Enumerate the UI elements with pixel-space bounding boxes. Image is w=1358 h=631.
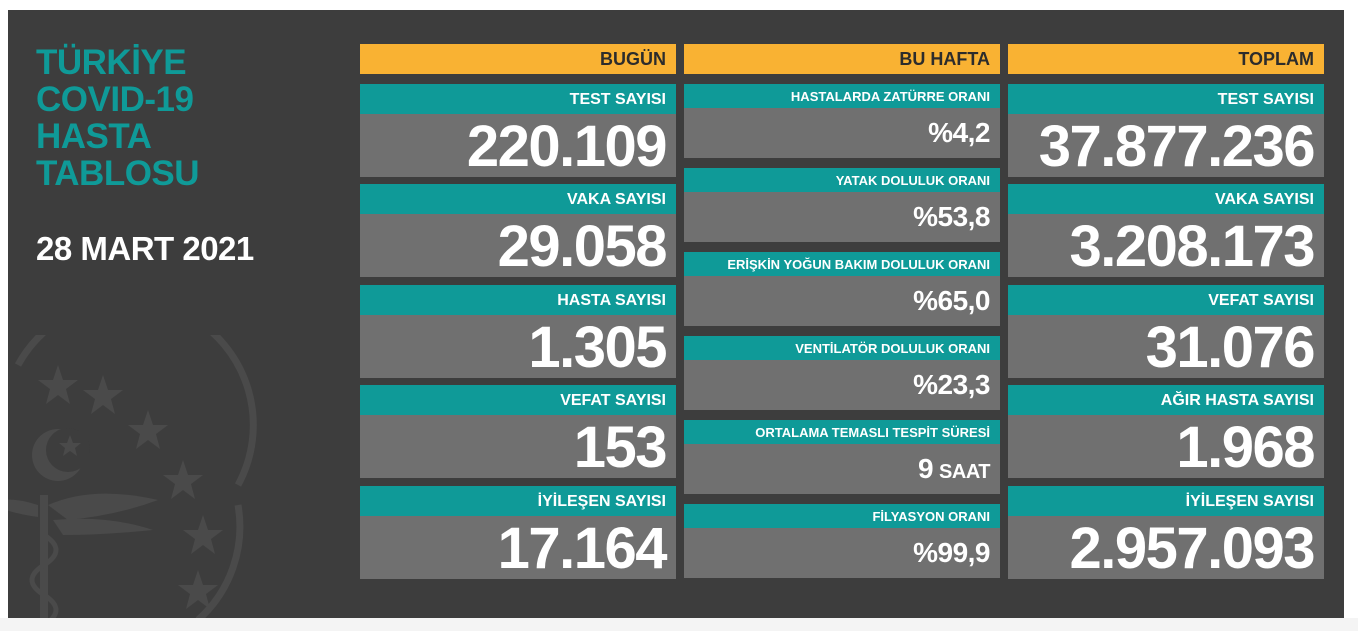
report-date: 28 MART 2021 [36, 230, 254, 267]
week-icu-label: ERİŞKİN YOĞUN BAKIM DOLULUK ORANI [684, 252, 1000, 276]
today-test-label: TEST SAYISI [360, 84, 676, 114]
today-card-test: TEST SAYISI 220.109 [360, 84, 676, 179]
bottom-strip [0, 618, 1358, 631]
total-severe-value: 1.968 [1008, 415, 1324, 480]
today-case-label: VAKA SAYISI [360, 184, 676, 214]
today-card-death: VEFAT SAYISI 153 [360, 385, 676, 480]
page-title: TÜRKİYE COVID-19 HASTA TABLOSU [36, 44, 316, 192]
total-death-value: 31.076 [1008, 315, 1324, 380]
today-recovered-value: 17.164 [360, 516, 676, 581]
title-line-2: COVID-19 [36, 80, 194, 119]
total-test-value: 37.877.236 [1008, 114, 1324, 179]
week-card-contact-time: ORTALAMA TEMASLI TESPİT SÜRESİ 9 SAAT [684, 420, 1000, 494]
today-card-patient: HASTA SAYISI 1.305 [360, 285, 676, 380]
week-bed-value: %53,8 [684, 192, 1000, 242]
week-card-pneumonia: HASTALARDA ZATÜRRE ORANI %4,2 [684, 84, 1000, 158]
week-filiation-value: %99,9 [684, 528, 1000, 578]
total-severe-label: AĞIR HASTA SAYISI [1008, 385, 1324, 415]
week-contact-time-unit: SAAT [939, 461, 990, 483]
week-contact-time-label: ORTALAMA TEMASLI TESPİT SÜRESİ [684, 420, 1000, 444]
total-card-recovered: İYİLEŞEN SAYISI 2.957.093 [1008, 486, 1324, 581]
today-card-case: VAKA SAYISI 29.058 [360, 184, 676, 279]
title-line-1: TÜRKİYE [36, 43, 187, 82]
week-card-ventilator: VENTİLATÖR DOLULUK ORANI %23,3 [684, 336, 1000, 410]
total-header: TOPLAM [1008, 44, 1324, 74]
today-card-recovered: İYİLEŞEN SAYISI 17.164 [360, 486, 676, 581]
week-card-icu: ERİŞKİN YOĞUN BAKIM DOLULUK ORANI %65,0 [684, 252, 1000, 326]
total-card-death: VEFAT SAYISI 31.076 [1008, 285, 1324, 380]
total-death-label: VEFAT SAYISI [1008, 285, 1324, 315]
week-pneumonia-label: HASTALARDA ZATÜRRE ORANI [684, 84, 1000, 108]
total-case-value: 3.208.173 [1008, 214, 1324, 279]
today-case-value: 29.058 [360, 214, 676, 279]
week-contact-time-value: 9 SAAT [684, 444, 1000, 494]
total-card-test: TEST SAYISI 37.877.236 [1008, 84, 1324, 179]
today-recovered-label: İYİLEŞEN SAYISI [360, 486, 676, 516]
title-line-4: TABLOSU [36, 154, 200, 193]
week-header: BU HAFTA [684, 44, 1000, 74]
week-ventilator-value: %23,3 [684, 360, 1000, 410]
week-contact-time-number: 9 [917, 453, 934, 484]
total-card-case: VAKA SAYISI 3.208.173 [1008, 184, 1324, 279]
total-card-severe: AĞIR HASTA SAYISI 1.968 [1008, 385, 1324, 480]
today-test-value: 220.109 [360, 114, 676, 179]
today-header: BUGÜN [360, 44, 676, 74]
week-filiation-label: FİLYASYON ORANI [684, 504, 1000, 528]
total-case-label: VAKA SAYISI [1008, 184, 1324, 214]
today-patient-value: 1.305 [360, 315, 676, 380]
total-recovered-value: 2.957.093 [1008, 516, 1324, 581]
week-card-bed: YATAK DOLULUK ORANI %53,8 [684, 168, 1000, 242]
week-card-filiation: FİLYASYON ORANI %99,9 [684, 504, 1000, 578]
title-line-3: HASTA [36, 117, 152, 156]
today-death-value: 153 [360, 415, 676, 480]
week-pneumonia-value: %4,2 [684, 108, 1000, 158]
dashboard-panel: TÜRKİYE COVID-19 HASTA TABLOSU 28 MART 2… [8, 10, 1344, 618]
today-patient-label: HASTA SAYISI [360, 285, 676, 315]
total-recovered-label: İYİLEŞEN SAYISI [1008, 486, 1324, 516]
ministry-of-health-emblem-icon [8, 335, 257, 618]
total-test-label: TEST SAYISI [1008, 84, 1324, 114]
week-ventilator-label: VENTİLATÖR DOLULUK ORANI [684, 336, 1000, 360]
week-icu-value: %65,0 [684, 276, 1000, 326]
week-bed-label: YATAK DOLULUK ORANI [684, 168, 1000, 192]
today-death-label: VEFAT SAYISI [360, 385, 676, 415]
